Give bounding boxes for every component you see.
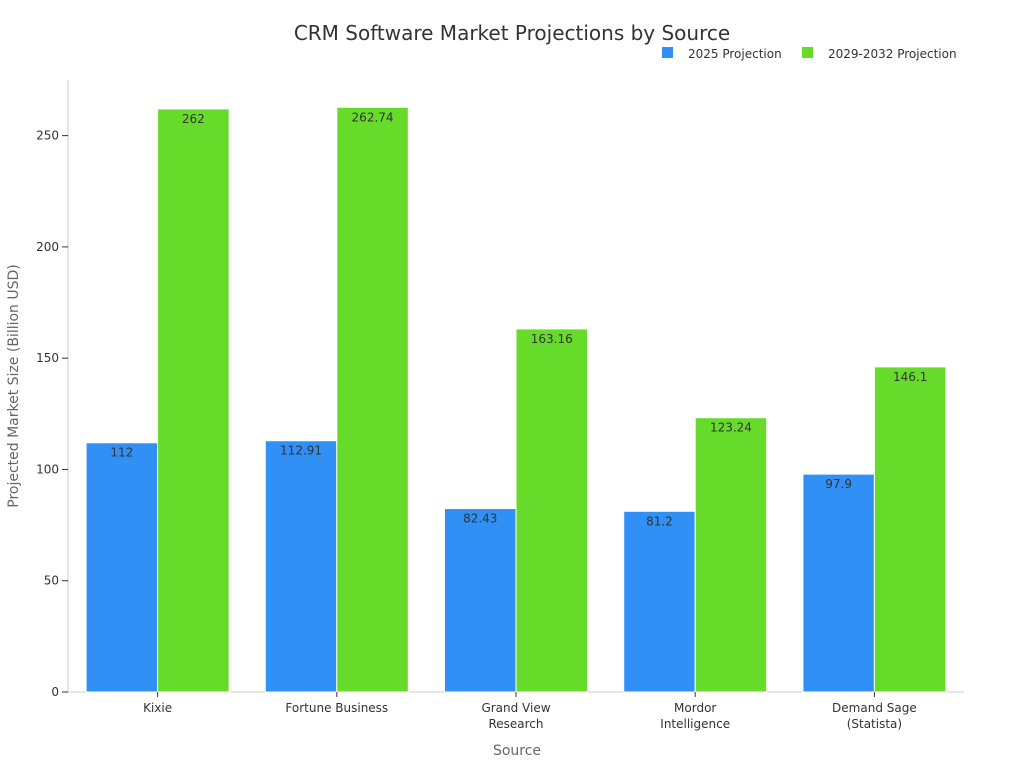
x-axis-title: Source <box>493 743 541 759</box>
legend-swatch-2025 <box>662 47 673 58</box>
x-tick-label: Kixie <box>143 701 172 715</box>
y-tick-label: 200 <box>36 240 59 254</box>
bar-2029-2032-4 <box>873 366 947 693</box>
legend-label-2029-2032: 2029-2032 Projection <box>828 47 957 61</box>
x-tick-label: Research <box>488 717 543 731</box>
legend: 2025 Projection 2029-2032 Projection <box>662 47 957 61</box>
y-tick-label: 150 <box>36 351 59 365</box>
y-axis-ticks: 0 50 100 150 200 250 <box>36 129 68 699</box>
bar-2029-2032-2 <box>515 328 588 693</box>
bar-2025-1 <box>264 440 338 693</box>
bar-2025-4 <box>802 473 875 693</box>
bar-value-label: 82.43 <box>463 512 497 526</box>
bar-2025-0 <box>85 442 159 693</box>
bar-value-label: 163.16 <box>531 332 573 346</box>
bar-value-label: 262 <box>182 112 205 126</box>
legend-label-2025: 2025 Projection <box>688 47 782 61</box>
chart-title: CRM Software Market Projections by Sourc… <box>294 21 730 45</box>
x-tick-label: Fortune Business <box>285 701 388 715</box>
x-tick-label: Mordor <box>674 701 716 715</box>
bar-value-label: 262.74 <box>352 110 394 124</box>
bar-2025-2 <box>444 508 517 693</box>
bar-value-label: 112 <box>110 446 133 460</box>
y-tick-label: 100 <box>36 462 59 476</box>
y-axis-title: Projected Market Size (Billion USD) <box>6 264 22 508</box>
x-axis-ticks: Kixie Fortune Business Grand View Research M… <box>143 692 917 731</box>
y-tick-label: 50 <box>44 574 59 588</box>
bars: 112 262 112.91 262.74 82.43 163.16 81.2 123.24 9… <box>85 106 947 693</box>
x-tick-label: Grand View <box>481 701 550 715</box>
bar-value-label: 97.9 <box>825 477 852 491</box>
x-tick-label: Demand Sage <box>832 701 917 715</box>
bar-2029-2032-3 <box>694 417 768 693</box>
bar-2025-3 <box>623 510 696 693</box>
legend-swatch-2029-2032 <box>802 47 813 58</box>
bar-value-label: 146.1 <box>893 370 927 384</box>
bar-value-label: 123.24 <box>710 421 752 435</box>
bar-value-label: 112.91 <box>280 444 322 458</box>
bar-2029-2032-1 <box>336 106 409 693</box>
x-tick-label: Intelligence <box>660 717 730 731</box>
bar-value-label: 81.2 <box>646 514 673 528</box>
x-tick-label: (Statista) <box>847 717 902 731</box>
y-tick-label: 250 <box>36 129 59 143</box>
bar-2029-2032-0 <box>157 108 230 693</box>
y-tick-label: 0 <box>51 685 59 699</box>
